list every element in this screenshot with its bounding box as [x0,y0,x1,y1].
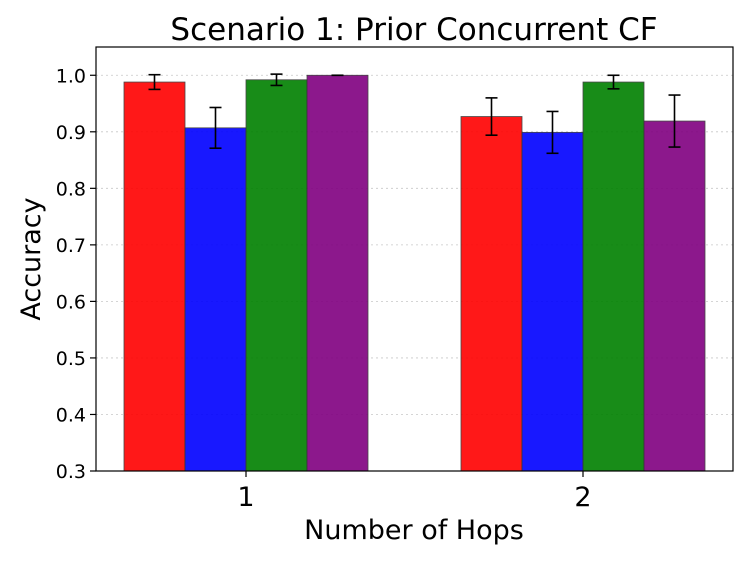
y-tick-label: 0.5 [56,348,86,370]
y-tick-label: 0.7 [56,235,86,257]
bars-layer [123,74,706,472]
bar [184,127,247,472]
y-tick-label: 1.0 [56,65,86,87]
error-bars-layer [148,73,681,155]
y-tick-label: 0.8 [56,178,86,200]
y-axis-label: Accuracy [16,197,47,320]
plot-frame [95,46,734,472]
y-axis-ticks: 0.3 0.4 0.5 0.6 0.7 0.8 0.9 1.0 [56,65,96,483]
x-tick-label: 2 [574,482,591,513]
y-tick-label: 0.4 [56,404,86,426]
bar [460,116,523,472]
bar [306,74,369,472]
bar [245,79,308,472]
y-tick-label: 0.6 [56,291,86,313]
bar [123,81,186,472]
bar [521,131,584,472]
chart-title: Scenario 1: Prior Concurrent CF [170,12,657,48]
y-tick-label: 0.9 [56,122,86,144]
bar [582,81,645,472]
y-tick-label: 0.3 [56,461,86,483]
x-tick-label: 1 [237,482,254,513]
x-axis-label: Number of Hops [304,515,524,546]
bar [643,120,706,472]
